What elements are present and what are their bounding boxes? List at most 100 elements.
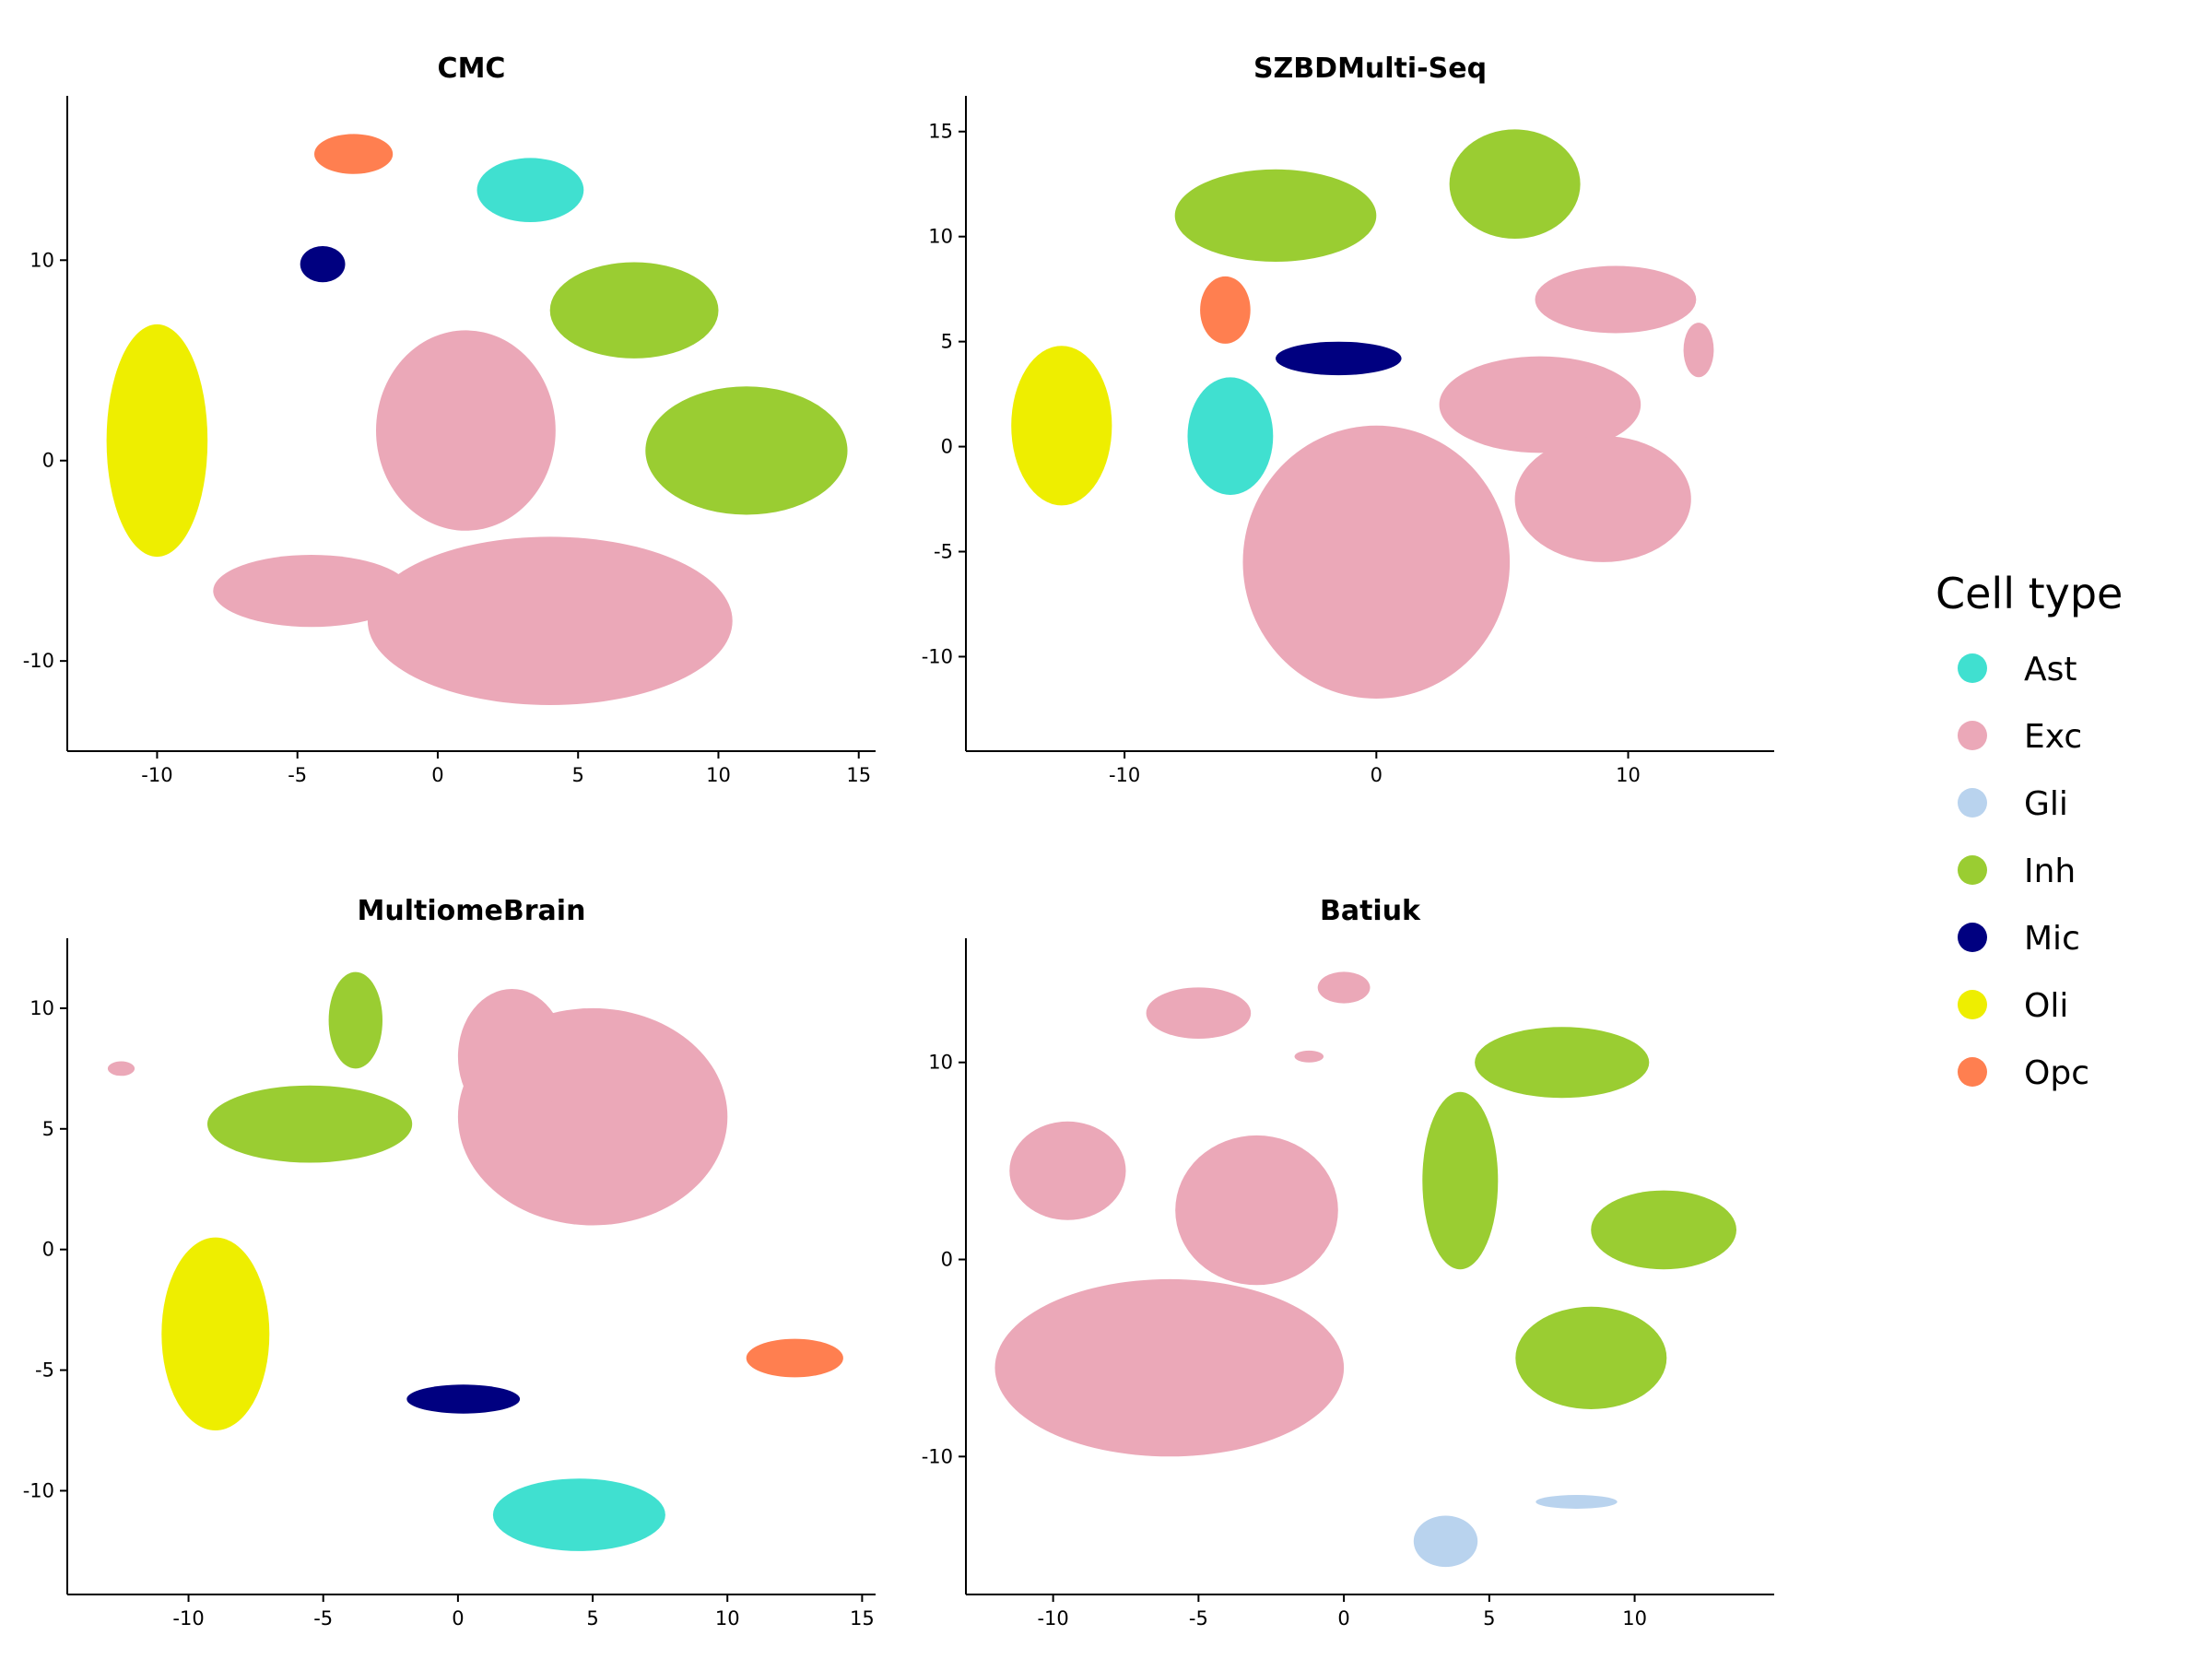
legend-label-mic: Mic [2024, 920, 2080, 958]
panel-title: SZBDMulti-Seq [1253, 53, 1487, 85]
cluster-opc-1 [1200, 276, 1251, 344]
legend-swatch-oli [1958, 990, 1987, 1019]
panel-cmc: -10 -5 0 5 10 15 -10 0 10 CMC [23, 53, 876, 786]
cluster-ast-3 [477, 158, 584, 222]
cluster-mic-2 [1276, 341, 1402, 376]
legend-label-oli: Oli [2024, 987, 2068, 1025]
cluster-exc-4 [1317, 971, 1371, 1004]
cluster-exc-2 [1009, 1121, 1126, 1220]
cluster-inh-7 [1422, 1091, 1499, 1270]
legend: Cell type Ast Exc Gli Inh Mic Oli Opc [1936, 569, 2123, 1092]
x-tick-label: 5 [1483, 1607, 1495, 1630]
cluster-exc-10 [1683, 323, 1714, 378]
cluster-opc-3 [746, 1338, 843, 1378]
cluster-oli-0 [106, 324, 208, 558]
x-tick-label: -5 [313, 1607, 333, 1630]
legend-label-opc: Opc [2024, 1054, 2089, 1092]
cluster-inh-4 [328, 971, 382, 1069]
cluster-exc-9 [1535, 265, 1697, 334]
legend-swatch-gli [1958, 788, 1987, 818]
x-tick-label: 10 [715, 1607, 740, 1630]
y-tick-label: 15 [928, 121, 953, 143]
cluster-exc-0 [994, 1278, 1345, 1457]
y-tick-label: 0 [42, 1239, 54, 1261]
cluster-exc-8 [1514, 436, 1691, 562]
cluster-exc-7 [457, 989, 566, 1124]
panel-batiuk: -10 -5 0 5 10 -10 0 10 Batiuk [922, 895, 1774, 1630]
x-tick-label: 10 [706, 764, 731, 786]
legend-title: Cell type [1936, 569, 2123, 618]
cluster-exc-5 [1294, 1050, 1324, 1063]
cluster-inh-9 [1515, 1306, 1667, 1409]
legend-label-ast: Ast [2024, 651, 2077, 688]
legend-label-gli: Gli [2024, 785, 2068, 823]
y-tick-label: -10 [922, 645, 953, 667]
cluster-exc-1 [1175, 1135, 1338, 1286]
y-tick-label: 0 [941, 436, 953, 458]
cluster-inh-5 [207, 1085, 413, 1163]
cluster-exc-8 [107, 1061, 135, 1077]
cluster-oli-0 [1011, 346, 1112, 506]
x-tick-label: 0 [1371, 764, 1382, 786]
legend-swatch-mic [1958, 923, 1987, 952]
x-tick-label: -10 [1109, 764, 1140, 786]
cluster-inh-4 [1174, 169, 1377, 262]
y-tick-label: -10 [23, 650, 54, 672]
cluster-exc-7 [1439, 356, 1641, 453]
legend-label-exc: Exc [2024, 718, 2082, 756]
x-tick-label: 0 [431, 764, 443, 786]
x-tick-label: 10 [1622, 1607, 1647, 1630]
y-tick-label: -5 [35, 1359, 54, 1382]
legend-item-oli: Oli [1958, 987, 2068, 1025]
cluster-inh-5 [1449, 129, 1581, 239]
y-tick-label: 5 [941, 331, 953, 353]
cluster-exc-6 [376, 330, 556, 531]
cluster-inh-4 [549, 262, 719, 359]
legend-swatch-ast [1958, 653, 1987, 683]
x-tick-label: -5 [1189, 1607, 1208, 1630]
cluster-exc-7 [367, 536, 733, 705]
x-tick-label: 15 [850, 1607, 875, 1630]
panel-title: Batiuk [1320, 895, 1421, 927]
cluster-ast-2 [492, 1478, 665, 1551]
cluster-gli-11 [1535, 1495, 1618, 1509]
cluster-inh-8 [1591, 1190, 1736, 1270]
y-tick-label: -10 [23, 1479, 54, 1501]
legend-item-opc: Opc [1958, 1054, 2089, 1092]
panel-title: CMC [438, 53, 506, 85]
legend-item-inh: Inh [1958, 853, 2076, 890]
y-tick-label: 10 [928, 1052, 953, 1074]
x-tick-label: -10 [1037, 1607, 1068, 1630]
legend-item-ast: Ast [1958, 651, 2077, 688]
cluster-inh-6 [1475, 1027, 1650, 1099]
legend-swatch-inh [1958, 855, 1987, 885]
cluster-inh-5 [645, 386, 848, 515]
x-tick-label: -5 [288, 764, 307, 786]
cluster-exc-8 [213, 555, 410, 628]
x-tick-label: -10 [141, 764, 172, 786]
cluster-gli-10 [1413, 1515, 1478, 1568]
y-tick-label: 10 [29, 997, 54, 1019]
cluster-mic-1 [406, 1384, 521, 1414]
y-tick-label: -10 [922, 1445, 953, 1467]
y-tick-label: 10 [928, 226, 953, 248]
y-tick-label: 0 [42, 450, 54, 472]
panel-multiomebrain: -10 -5 0 5 10 15 -10 -5 0 5 10 MultiomeBrain [23, 895, 876, 1630]
legend-item-mic: Mic [1958, 920, 2080, 958]
x-tick-label: 5 [586, 1607, 598, 1630]
cluster-ast-3 [1187, 377, 1274, 495]
cluster-exc-6 [1242, 425, 1511, 699]
legend-swatch-opc [1958, 1057, 1987, 1087]
legend-item-gli: Gli [1958, 785, 2068, 823]
cluster-exc-3 [1146, 987, 1252, 1039]
cluster-oli-0 [161, 1237, 270, 1431]
panel-title: MultiomeBrain [358, 895, 586, 927]
x-tick-label: 10 [1616, 764, 1641, 786]
legend-item-exc: Exc [1958, 718, 2082, 756]
y-tick-label: 10 [29, 249, 54, 271]
legend-swatch-exc [1958, 721, 1987, 750]
cluster-mic-2 [300, 246, 346, 283]
y-tick-label: -5 [934, 541, 953, 563]
y-tick-label: 0 [941, 1249, 953, 1271]
cluster-opc-1 [314, 134, 394, 174]
